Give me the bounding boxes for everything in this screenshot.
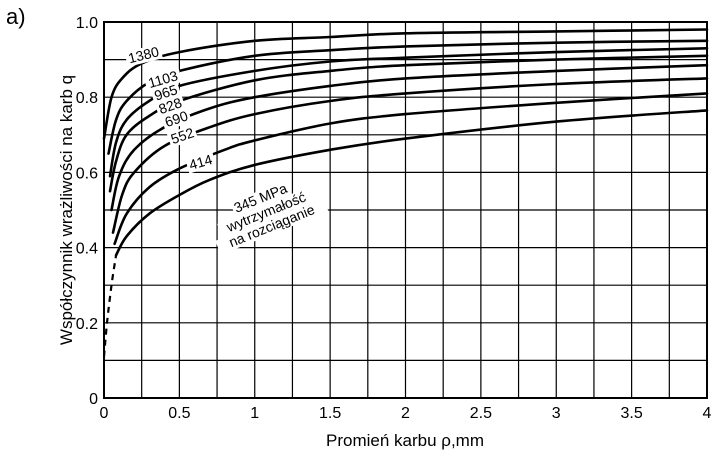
curve-828 [108, 54, 709, 193]
curve-965 [108, 47, 709, 178]
curve-1380 [102, 28, 709, 140]
label-backing [217, 186, 316, 238]
x-tick-label: 3.5 [621, 405, 643, 422]
label-backing [154, 94, 187, 118]
label-backing [229, 180, 292, 217]
curve-690 [110, 63, 709, 212]
curve-label-text: 414 [187, 151, 214, 173]
plot-frame [103, 21, 708, 399]
y-tick-label: 0 [89, 391, 98, 408]
y-tick-label: 1.0 [76, 15, 98, 32]
curve-label-414: 414 [185, 151, 217, 174]
curve-345-dashed-extension [102, 254, 118, 357]
x-tick-label: 2.5 [470, 405, 492, 422]
curve-label-text: 690 [163, 107, 190, 130]
x-tick-label: 1 [250, 405, 259, 422]
y-tick-label: 0.8 [76, 90, 98, 107]
panel-label: a) [6, 4, 26, 29]
tick-labels: 0 0.5 1 1.5 2 2.5 3 3.5 4 0 0.2 0.4 0.6 0.8 1.0 [76, 15, 712, 422]
y-tick-label: 0.2 [76, 316, 98, 333]
curve-label-552: 552 [166, 124, 199, 148]
curve-label-text: 552 [169, 124, 196, 147]
curve-414 [113, 92, 709, 246]
label-backing [215, 197, 329, 255]
label-backing [160, 107, 193, 131]
y-tick-label: 0.4 [76, 241, 98, 258]
curve-label-text: 1380 [126, 43, 160, 66]
label-backing [185, 151, 217, 174]
curve-345-mpa [114, 109, 709, 257]
x-tick-label: 0.5 [168, 405, 190, 422]
curves [102, 28, 709, 357]
curve-label-690: 690 [160, 107, 193, 131]
label-backing [143, 67, 183, 92]
label-backing [124, 43, 163, 67]
x-tick-label: 3 [552, 405, 561, 422]
y-tick-label: 0.6 [76, 165, 98, 182]
label-backing [150, 81, 182, 105]
label-backing [166, 124, 199, 148]
curve-1103 [107, 39, 709, 155]
curve-552 [111, 77, 709, 234]
y-axis-title: Współczynnik wrażliwości na karb q [57, 75, 76, 345]
curve-label-1380: 1380 [124, 43, 163, 67]
x-tick-label: 1.5 [319, 405, 341, 422]
x-tick-label: 4 [703, 405, 712, 422]
x-tick-label: 2 [401, 405, 410, 422]
x-axis-title: Promień karbu ρ,mm [326, 431, 484, 450]
x-tick-label: 0 [100, 405, 109, 422]
